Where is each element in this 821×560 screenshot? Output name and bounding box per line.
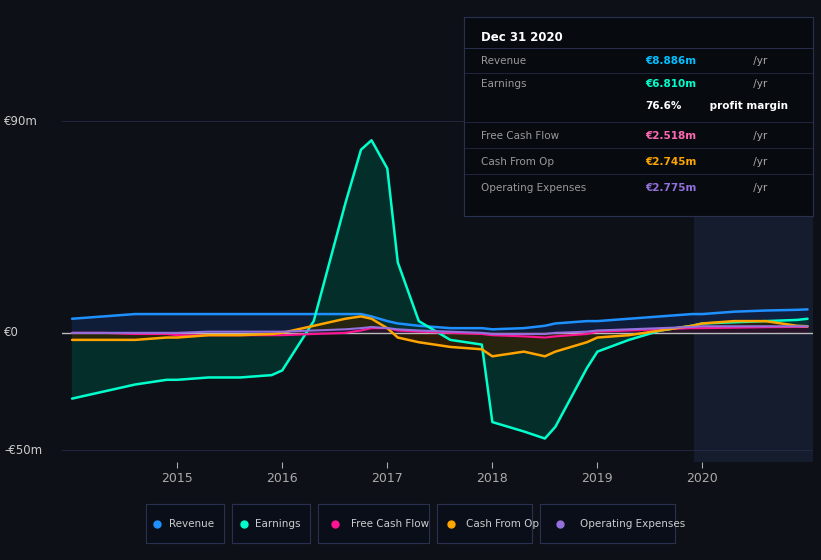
Text: -€50m: -€50m [4, 444, 42, 457]
Text: /yr: /yr [750, 157, 768, 167]
Text: profit margin: profit margin [706, 101, 788, 111]
Text: Cash From Op: Cash From Op [466, 519, 539, 529]
Text: Revenue: Revenue [169, 519, 214, 529]
Text: €2.518m: €2.518m [645, 131, 696, 141]
Text: Revenue: Revenue [481, 55, 526, 66]
Text: Operating Expenses: Operating Expenses [580, 519, 686, 529]
Text: /yr: /yr [750, 55, 768, 66]
Text: /yr: /yr [750, 131, 768, 141]
Text: €0: €0 [4, 326, 19, 339]
Text: Dec 31 2020: Dec 31 2020 [481, 31, 563, 44]
Bar [694, 98, 813, 462]
Text: Free Cash Flow: Free Cash Flow [351, 519, 429, 529]
Text: €2.775m: €2.775m [645, 183, 697, 193]
Text: Operating Expenses: Operating Expenses [481, 183, 586, 193]
Text: €2.745m: €2.745m [645, 157, 697, 167]
Text: /yr: /yr [750, 80, 768, 90]
Text: €90m: €90m [4, 115, 38, 128]
Text: €6.810m: €6.810m [645, 80, 696, 90]
Text: €8.886m: €8.886m [645, 55, 696, 66]
Text: 76.6%: 76.6% [645, 101, 681, 111]
Text: Earnings: Earnings [255, 519, 300, 529]
Text: Earnings: Earnings [481, 80, 527, 90]
Text: Cash From Op: Cash From Op [481, 157, 554, 167]
Text: /yr: /yr [750, 183, 768, 193]
Text: Free Cash Flow: Free Cash Flow [481, 131, 559, 141]
